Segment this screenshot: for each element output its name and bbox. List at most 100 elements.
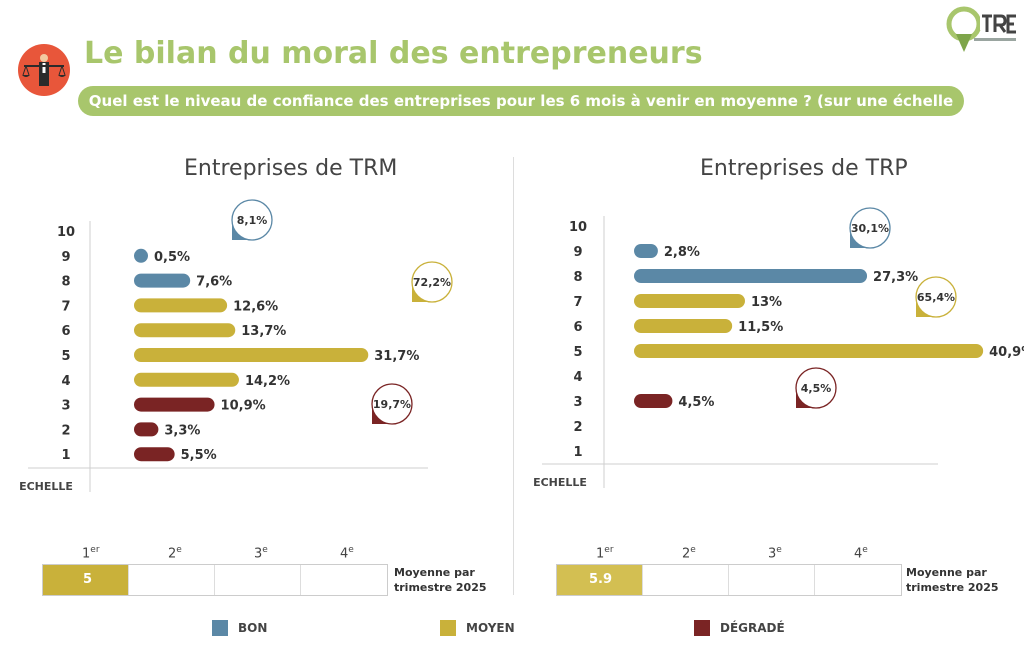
- data-label: 0,5%: [154, 250, 190, 265]
- trm-panel-title: Entreprises de TRM: [184, 156, 398, 181]
- bar: [634, 294, 745, 308]
- bar: [134, 447, 175, 462]
- tick-label: 10: [57, 225, 75, 240]
- data-label: 13%: [751, 295, 782, 310]
- bar: [134, 273, 191, 288]
- tick-label: 2: [573, 420, 582, 435]
- page-title: Le bilan du moral des entrepreneurs: [84, 36, 703, 71]
- trp-panel-title: Entreprises de TRP: [700, 156, 908, 181]
- data-label: 12,6%: [233, 299, 278, 314]
- question-banner: Quel est le niveau de confiance des entr…: [78, 86, 964, 140]
- bar: [634, 319, 733, 333]
- trm-q4-value: [301, 565, 387, 595]
- trm-q1-value: 5: [43, 565, 129, 595]
- data-label: 27,3%: [873, 270, 918, 285]
- trp-q3-value: [729, 565, 815, 595]
- tick-label: 9: [61, 250, 70, 265]
- tick-label: 4: [573, 370, 582, 385]
- avg-label-line1: Moyenne par: [394, 566, 475, 579]
- legend-degrade-label: DÉGRADÉ: [720, 621, 785, 635]
- bar: [634, 269, 868, 283]
- bar: [134, 298, 228, 313]
- trp-bar-chart: ECHELLE 10 9 2,8% 8 27,3% 7 13% 6 11,5% 5 40,9% 4 3 4,…: [533, 207, 1024, 489]
- legend-bon-label: BON: [238, 621, 268, 635]
- group-total-bubble: [915, 276, 957, 318]
- tick-label: 7: [61, 299, 70, 314]
- group-total-label: 19,7%: [373, 398, 411, 411]
- legend-degrade-swatch: [694, 620, 710, 636]
- trp-quarter-label-4: 4e: [854, 545, 868, 562]
- data-label: 13,7%: [241, 324, 286, 339]
- data-label: 2,8%: [664, 245, 700, 260]
- trp-q4-value: [815, 565, 901, 595]
- bar: [634, 344, 984, 358]
- bar: [134, 323, 236, 338]
- data-label: 10,9%: [221, 399, 266, 414]
- tick-label: 7: [573, 295, 582, 310]
- tick-label: 5: [61, 349, 70, 364]
- trp-average-label: Moyenne par trimestre 2025: [906, 565, 999, 595]
- data-label: 7,6%: [196, 275, 232, 290]
- bar: [134, 422, 159, 437]
- trm-bar-chart: ECHELLE 10 9 0,5% 8 7,6% 7 12,6% 6 13,7% 5 31,7% 4 14…: [19, 199, 453, 493]
- group-total-label: 8,1%: [237, 214, 268, 227]
- trm-quarter-label-1: 1er: [82, 545, 100, 562]
- trp-quarter-table: 5.9: [556, 564, 902, 596]
- bar: [634, 394, 673, 408]
- group-total-bubble: [371, 383, 413, 425]
- trm-average-label: Moyenne par trimestre 2025: [394, 565, 487, 595]
- y-axis-title: ECHELLE: [19, 480, 73, 493]
- otre-logo: [944, 4, 1020, 56]
- trp-q1-value: 5.9: [557, 565, 643, 595]
- legend-bon: BON: [212, 620, 267, 636]
- trm-quarter-label-4: 4e: [340, 545, 354, 562]
- data-label: 40,9%: [989, 345, 1024, 360]
- data-label: 4,5%: [678, 395, 714, 410]
- group-total-bubble: [795, 367, 837, 409]
- group-total-label: 65,4%: [917, 291, 955, 304]
- bar: [134, 348, 369, 362]
- tick-label: 6: [61, 324, 70, 339]
- legend-moyen: MOYEN: [440, 620, 515, 636]
- avg-label-line2: trimestre 2025: [394, 581, 487, 594]
- group-total-label: 4,5%: [801, 382, 832, 395]
- trp-q2-value: [643, 565, 729, 595]
- legend-moyen-label: MOYEN: [466, 621, 515, 635]
- legend-degrade: DÉGRADÉ: [694, 620, 785, 636]
- tick-label: 4: [61, 374, 70, 389]
- y-axis-title: ECHELLE: [533, 476, 587, 489]
- data-label: 31,7%: [374, 349, 419, 364]
- tick-label: 1: [61, 448, 70, 463]
- bar: [634, 244, 658, 258]
- trp-quarter-label-2: 2e: [682, 545, 696, 562]
- bar: [134, 248, 148, 263]
- trp-quarter-label-3: 3e: [768, 545, 782, 562]
- tick-label: 5: [573, 345, 582, 360]
- group-total-bubble: [849, 207, 891, 249]
- legend-bon-swatch: [212, 620, 228, 636]
- data-label: 3,3%: [164, 423, 200, 438]
- data-label: 14,2%: [245, 374, 290, 389]
- data-label: 5,5%: [181, 448, 217, 463]
- tick-label: 1: [573, 445, 582, 460]
- legend-moyen-swatch: [440, 620, 456, 636]
- trm-q3-value: [215, 565, 301, 595]
- entrepreneur-scale-icon: [18, 44, 70, 96]
- panel-divider: [513, 157, 514, 595]
- tick-label: 8: [61, 275, 70, 290]
- trp-quarter-label-1: 1er: [596, 545, 614, 562]
- tick-label: 2: [61, 423, 70, 438]
- trm-q2-value: [129, 565, 215, 595]
- group-total-bubble: [231, 199, 273, 241]
- trm-quarter-label-2: 2e: [168, 545, 182, 562]
- tick-label: 6: [573, 320, 582, 335]
- tick-label: 3: [573, 395, 582, 410]
- trm-quarter-label-3: 3e: [254, 545, 268, 562]
- tick-label: 3: [61, 399, 70, 414]
- avg-label-line1: Moyenne par: [906, 566, 987, 579]
- group-total-label: 72,2%: [413, 276, 451, 289]
- tick-label: 10: [569, 220, 587, 235]
- avg-label-line2: trimestre 2025: [906, 581, 999, 594]
- tick-label: 9: [573, 245, 582, 260]
- tick-label: 8: [573, 270, 582, 285]
